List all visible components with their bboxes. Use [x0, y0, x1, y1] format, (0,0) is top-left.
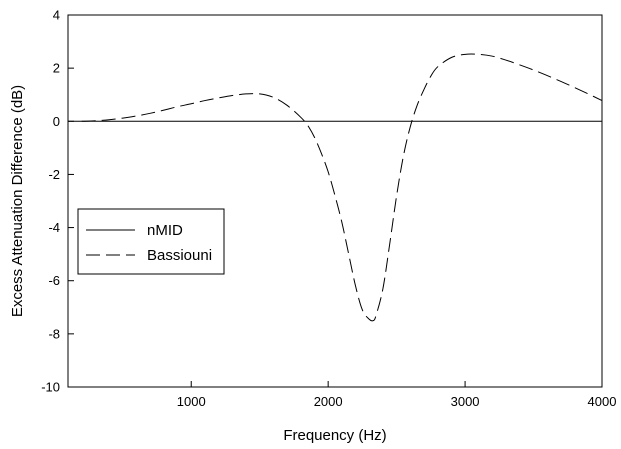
- y-tick-label: -10: [41, 380, 60, 395]
- x-tick-label: 4000: [588, 394, 617, 409]
- y-tick-label: -8: [48, 326, 60, 341]
- plot-frame: [67, 14, 603, 388]
- series-line-bassiouni: [81, 53, 603, 322]
- x-tick-label: 3000: [451, 394, 480, 409]
- y-tick-label: 2: [53, 61, 60, 76]
- y-axis-ticks: -10 -8 -6 -4 -2 0 2 4: [41, 8, 74, 395]
- series-layer: [68, 53, 603, 322]
- y-tick-label: 0: [53, 114, 60, 129]
- x-tick-label: 1000: [177, 394, 206, 409]
- y-tick-label: -2: [48, 167, 60, 182]
- y-tick-label: -4: [48, 220, 60, 235]
- y-axis-label: Excess Attenuation Difference (dB): [9, 85, 26, 317]
- y-tick-label: -6: [48, 273, 60, 288]
- legend-label-nmid: nMID: [147, 222, 183, 239]
- legend-box: [77, 208, 225, 275]
- x-tick-label: 2000: [314, 394, 343, 409]
- legend: nMID Bassiouni: [77, 208, 225, 275]
- y-tick-label: 4: [53, 8, 60, 23]
- x-axis-label: Frequency (Hz): [283, 427, 386, 444]
- legend-label-bassiouni: Bassiouni: [147, 247, 212, 264]
- x-axis-ticks: 1000 2000 3000 4000: [177, 381, 617, 409]
